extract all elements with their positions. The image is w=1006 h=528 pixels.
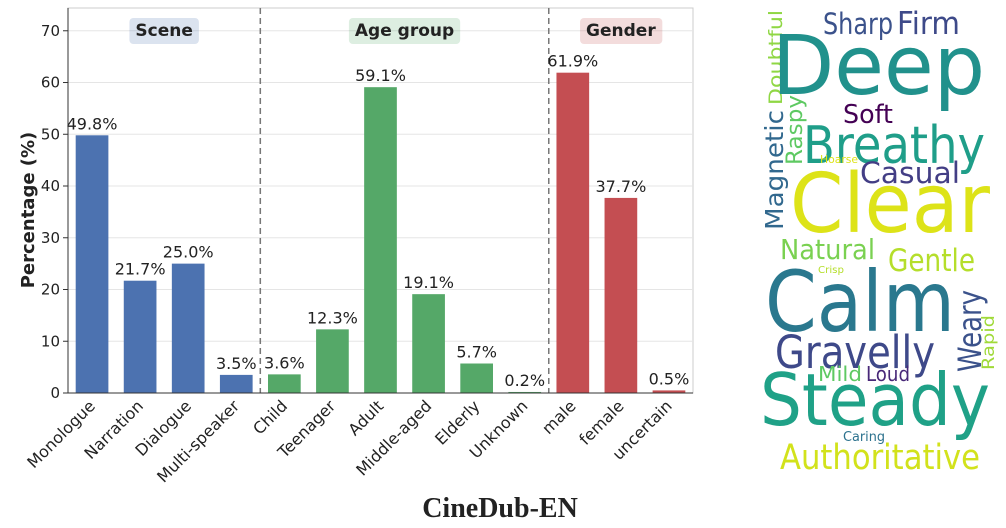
x-tick-label: Monologue	[23, 396, 99, 472]
word: Rapid	[979, 315, 999, 370]
word: Soft	[843, 100, 893, 130]
word: Steady	[760, 358, 990, 442]
value-label: 49.8%	[67, 114, 118, 133]
y-tick-label: 0	[50, 384, 60, 402]
value-label: 0.2%	[504, 371, 545, 390]
bar	[556, 72, 590, 393]
word: Gentle	[888, 243, 975, 279]
word: Clear	[790, 157, 990, 252]
word: Natural	[780, 233, 875, 266]
y-tick-label: 60	[41, 74, 60, 92]
value-label: 3.6%	[264, 353, 305, 372]
value-label: 59.1%	[355, 66, 406, 85]
word: Breathy	[803, 116, 985, 176]
group-label-box	[348, 18, 461, 44]
group-label-box	[129, 18, 199, 44]
word: Authoritative	[780, 438, 980, 478]
bar	[364, 87, 397, 393]
caption: CineDub-EN	[422, 493, 578, 524]
bar	[268, 374, 301, 393]
bar	[123, 280, 157, 393]
group-label: Scene	[135, 21, 192, 41]
y-tick-label: 70	[41, 22, 60, 40]
group-label-box	[580, 18, 663, 44]
bar	[75, 135, 109, 393]
y-tick-label: 20	[41, 281, 60, 299]
x-tick-label: Multi-speaker	[153, 396, 243, 486]
word: Loud	[866, 362, 910, 386]
value-label: 3.5%	[216, 354, 257, 373]
value-label: 37.7%	[595, 177, 646, 196]
x-tick-label: male	[538, 396, 579, 437]
word: Caring	[843, 430, 885, 445]
bar	[652, 390, 686, 393]
word: Crisp	[818, 265, 844, 276]
value-label: 0.5%	[649, 369, 690, 388]
group-label: Age group	[355, 21, 454, 41]
group-label: Gender	[586, 21, 656, 41]
bar	[460, 363, 493, 393]
value-label: 61.9%	[547, 52, 598, 71]
value-label: 19.1%	[403, 273, 454, 292]
word: Gravelly	[775, 326, 935, 379]
word: Raspy	[783, 95, 808, 165]
word: Hoarse	[820, 153, 858, 166]
x-tick-label: Adult	[344, 396, 387, 439]
y-tick-label: 50	[41, 125, 60, 143]
bar	[219, 374, 253, 393]
value-label: 12.3%	[307, 308, 358, 327]
bar	[508, 391, 542, 393]
value-label: 25.0%	[163, 243, 214, 262]
bar	[604, 197, 638, 393]
word: Magnetic	[760, 110, 789, 230]
bar	[316, 329, 349, 393]
word: Calm	[765, 253, 955, 351]
bar	[171, 263, 205, 393]
y-tick-label: 30	[41, 229, 60, 247]
word: Sharp	[823, 7, 893, 41]
word: Casual	[860, 156, 960, 190]
value-label: 5.7%	[456, 343, 497, 362]
word: Mild	[818, 362, 862, 386]
word: Weary	[951, 290, 989, 372]
bar	[412, 294, 445, 393]
y-axis-label: Percentage (%)	[18, 132, 39, 289]
word: Firm	[897, 6, 960, 42]
value-label: 21.7%	[115, 260, 166, 279]
word: Deep	[772, 19, 985, 114]
word: Doubtful	[765, 10, 787, 105]
y-tick-label: 10	[41, 332, 60, 350]
x-tick-label: Child	[249, 396, 291, 438]
y-tick-label: 40	[41, 177, 60, 195]
